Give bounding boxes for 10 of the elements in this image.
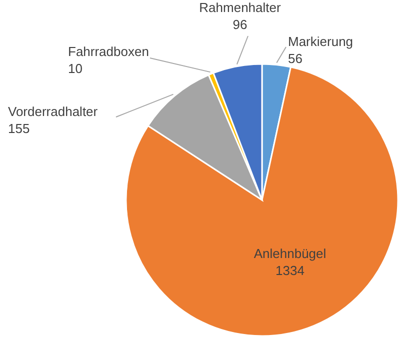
data-label: 56 — [288, 51, 302, 66]
data-label: 96 — [232, 17, 248, 32]
data-label: 10 — [68, 61, 82, 76]
slice-label: Fahrradboxen — [68, 44, 149, 59]
data-label: 1334 — [276, 263, 304, 278]
slice-label: Rahmenhalter — [199, 0, 282, 15]
slice-label: Anlehnbügel — [254, 246, 326, 261]
data-label: 155 — [8, 121, 30, 136]
slice-label: Markierung — [288, 34, 354, 49]
legend-label: Vorderradhalter — [8, 104, 98, 119]
